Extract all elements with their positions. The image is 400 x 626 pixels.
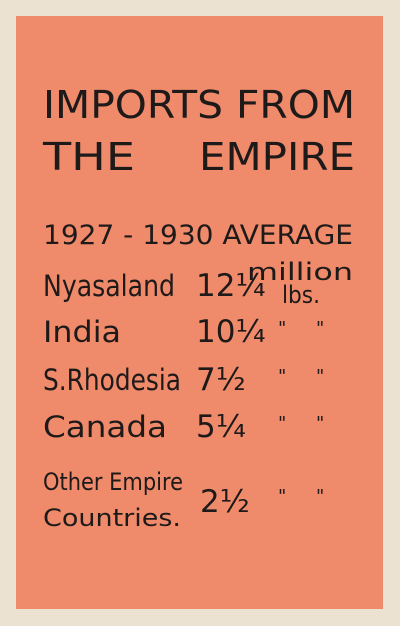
title-line: IMPORTS FROM bbox=[43, 83, 355, 127]
ditto-mark: " bbox=[278, 318, 286, 339]
title-word: THE bbox=[42, 135, 135, 179]
country: Countries. bbox=[43, 504, 181, 532]
ditto-mark: " bbox=[316, 413, 324, 434]
unit: million bbox=[247, 258, 353, 286]
amount: 7½ bbox=[196, 362, 246, 398]
ditto-mark: " bbox=[278, 413, 286, 434]
title-word: EMPIRE bbox=[199, 135, 355, 179]
amount: 2½ bbox=[200, 484, 250, 520]
ditto-mark: " bbox=[278, 486, 286, 507]
ditto-mark: " bbox=[316, 366, 324, 387]
country: S.Rhodesia bbox=[43, 363, 181, 397]
amount: 10¼ bbox=[196, 314, 266, 350]
amount: 5¼ bbox=[196, 409, 246, 445]
country: Nyasaland bbox=[43, 269, 175, 303]
country: Canada bbox=[43, 410, 167, 444]
amount: 12¼ bbox=[196, 268, 266, 304]
country: India bbox=[43, 315, 121, 349]
ditto-mark: " bbox=[316, 318, 324, 339]
country: Other Empire bbox=[43, 468, 183, 496]
poster-panel bbox=[16, 16, 383, 609]
ditto-mark: " bbox=[316, 486, 324, 507]
subtitle: 1927 - 1930 AVERAGE bbox=[43, 220, 353, 251]
ditto-mark: " bbox=[278, 366, 286, 387]
unit: lbs. bbox=[282, 281, 320, 309]
